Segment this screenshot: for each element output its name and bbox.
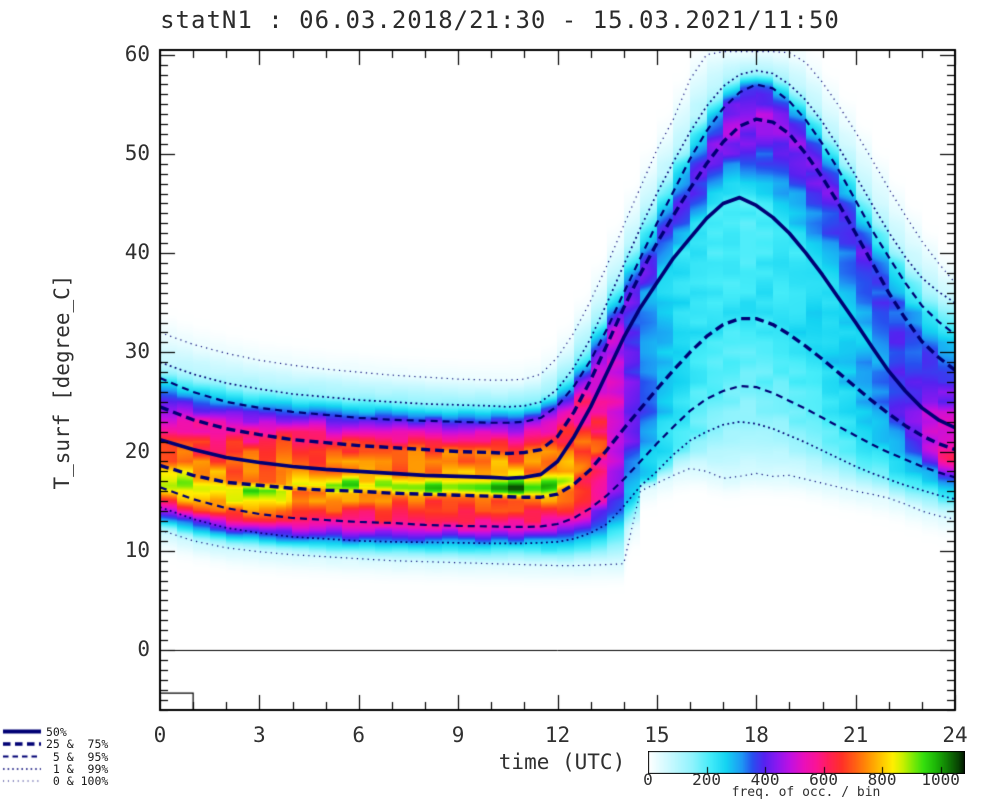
x-tick-label: 6 [352,723,366,747]
y-tick-label: 10 [124,537,150,562]
x-tick-label: 15 [644,723,670,747]
x-tick-label: 24 [942,723,968,747]
x-tick-label: 18 [743,723,769,747]
colorbar-tick-label: 200 [692,770,721,789]
x-tick-label: 21 [842,723,869,747]
colorbar-tick-label: 1000 [921,770,960,789]
legend-item-label: 25 & 75% [46,737,109,751]
x-tick-label: 0 [153,723,167,747]
percentile-legend: 50% 25 & 75% 5 & 95% 1 & 99% 0 & 100% [2,724,152,796]
y-axis-label: T_surf [degree_C] [49,274,74,490]
legend-lines-canvas [2,724,152,796]
x-axis-label: time (UTC) [498,750,626,774]
y-tick-label: 20 [124,438,150,463]
x-tick-label: 12 [544,723,571,747]
y-tick-label: 50 [124,140,150,165]
y-tick-label: 40 [124,240,150,265]
plot-title: statN1 : 06.03.2018/21:30 - 15.03.2021/1… [160,6,840,34]
legend-item-label: 0 & 100% [46,774,109,788]
colorbar-canvas [648,751,965,774]
x-tick-label: 3 [253,723,266,747]
colorbar-tick-label: 0 [643,770,653,789]
x-tick-label: 9 [451,723,465,747]
legend-item-label: 1 & 99% [46,762,109,776]
y-tick-label: 60 [124,41,150,66]
legend-item-label: 5 & 95% [46,749,109,764]
y-tick-label: 30 [124,339,150,364]
y-tick-label: 0 [137,636,150,661]
legend-item-label: 50% [46,724,67,739]
colorbar-tick-label: 800 [867,770,897,789]
colorbar-tick-label: 600 [809,770,838,789]
colorbar-tick-label: 400 [750,770,780,789]
colorbar-label: freq. of occ. / bin [731,785,881,800]
